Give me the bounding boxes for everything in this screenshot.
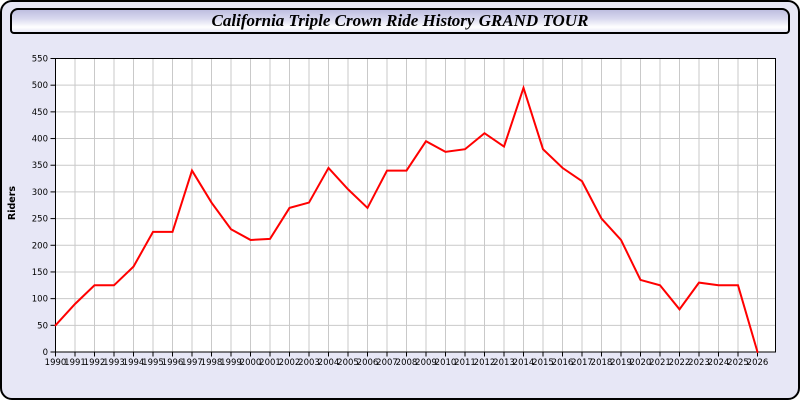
y-tick-label: 350 [32, 161, 48, 171]
y-axis-title: Riders [7, 186, 18, 221]
x-tick-label: 2011 [454, 358, 476, 368]
x-tick-label: 2013 [493, 358, 515, 368]
x-tick-label: 1997 [181, 358, 203, 368]
x-tick-label: 1993 [103, 358, 125, 368]
y-tick-label: 50 [37, 321, 48, 331]
x-tick-label: 2012 [474, 358, 496, 368]
y-tick-label: 200 [32, 241, 48, 251]
y-tick-label: 300 [32, 188, 48, 198]
riders-data-line [54, 84, 759, 353]
x-tick-label: 2022 [669, 358, 691, 368]
page-title: California Triple Crown Ride History GRA… [211, 11, 589, 30]
x-tick-label: 2009 [415, 358, 437, 368]
x-tick-label: 1992 [84, 358, 106, 368]
x-tick-label: 2025 [727, 358, 749, 368]
y-tick-label: 450 [32, 108, 48, 118]
x-tick-label: 2003 [298, 358, 320, 368]
x-tick-label: 2001 [259, 358, 281, 368]
x-tick-label: 1996 [162, 358, 184, 368]
x-tick-label: 2026 [747, 358, 769, 368]
x-tick-label: 2021 [649, 358, 671, 368]
x-tick-label: 2023 [688, 358, 710, 368]
plot-border [55, 58, 776, 353]
y-tick-label: 550 [32, 55, 48, 65]
x-tick-label: 2016 [552, 358, 574, 368]
title-bar: California Triple Crown Ride History GRA… [10, 8, 790, 34]
plot-area [55, 58, 776, 352]
x-tick-label: 2008 [396, 358, 418, 368]
x-tick-label: 1994 [123, 358, 145, 368]
x-tick-label: 2017 [571, 358, 593, 368]
x-tick-label: 2018 [591, 358, 613, 368]
x-tick-label: 2019 [610, 358, 632, 368]
y-tick-label: 100 [32, 295, 48, 305]
x-tick-label: 2015 [532, 358, 554, 368]
y-tick-label: 250 [32, 215, 48, 225]
y-tick-label: 0 [43, 348, 48, 358]
x-tick-label: 2000 [240, 358, 262, 368]
y-tick-label: 500 [32, 81, 48, 91]
x-tick-label: 2010 [435, 358, 457, 368]
x-tick-label: 2020 [630, 358, 652, 368]
x-tick-label: 1990 [45, 358, 67, 368]
x-tick-label: 1995 [142, 358, 164, 368]
y-tick-label: 400 [32, 135, 48, 145]
x-tick-label: 2002 [279, 358, 301, 368]
x-tick-label: 1991 [64, 358, 86, 368]
x-tick-label: 2004 [318, 358, 340, 368]
x-tick-label: 2005 [337, 358, 359, 368]
x-tick-label: 1999 [220, 358, 242, 368]
x-tick-label: 2014 [513, 358, 535, 368]
x-tick-label: 2024 [708, 358, 730, 368]
x-tick-label: 2006 [357, 358, 379, 368]
x-tick-label: 2007 [376, 358, 398, 368]
x-tick-label: 1998 [201, 358, 223, 368]
y-tick-label: 150 [32, 268, 48, 278]
